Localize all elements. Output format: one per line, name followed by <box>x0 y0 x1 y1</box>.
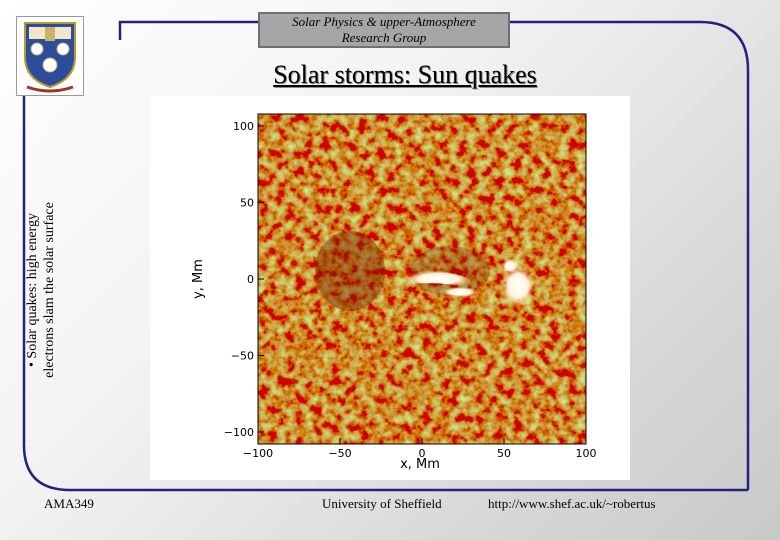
y-tick-label: −100 <box>224 426 254 439</box>
x-axis-label: x, Mm <box>400 457 440 472</box>
header-line-2: Research Group <box>341 30 427 45</box>
sidebar-line-1: Solar quakes: high energy <box>25 213 40 359</box>
research-group-header: Solar Physics & upper-Atmosphere Researc… <box>258 12 510 48</box>
url-link[interactable]: http://www.shef.ac.uk/~robertus <box>488 496 656 511</box>
course-code: AMA349 <box>44 496 94 511</box>
y-tick-label: 100 <box>233 120 254 133</box>
header-line-1: Solar Physics & upper-Atmosphere <box>292 14 476 29</box>
university-name: University of Sheffield <box>322 496 442 511</box>
x-tick-label: 100 <box>576 447 597 460</box>
granulation-image <box>258 114 586 444</box>
x-tick-label: 0 <box>419 447 426 460</box>
university-crest-logo <box>16 16 84 96</box>
x-tick-label: 50 <box>497 447 511 460</box>
y-axis-label: y, Mm <box>191 259 206 299</box>
sidebar-line-2: electrons slam the solar surface <box>42 202 57 378</box>
x-tick-label: −50 <box>328 447 351 460</box>
slide-title: Solar storms: Sun quakes <box>273 60 537 89</box>
y-tick-label: 50 <box>240 197 254 210</box>
bullet: • <box>25 362 40 367</box>
sun-quake-figure: −100 −50 0 50 100 100 50 0 −50 −100 x, Mm y, Mm <box>150 96 630 480</box>
y-tick-label: 0 <box>247 273 254 286</box>
figure-svg: −100 −50 0 50 100 100 50 0 −50 −100 x, Mm y, Mm <box>191 113 597 472</box>
axes: −100 −50 0 50 100 100 50 0 −50 −100 <box>224 120 597 460</box>
x-tick-label: −100 <box>243 447 273 460</box>
y-tick-label: −50 <box>231 350 254 363</box>
sidebar-text: • Solar quakes: high energy electrons sl… <box>24 170 58 410</box>
